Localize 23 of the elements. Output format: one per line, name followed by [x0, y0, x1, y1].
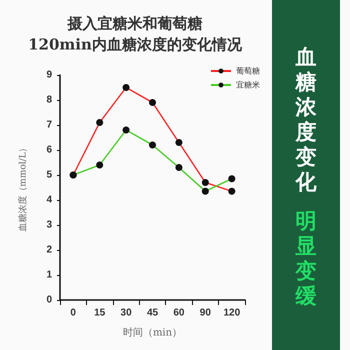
x-tick-label: 15: [94, 308, 106, 318]
x-tick-label: 120: [223, 308, 241, 318]
legend-label: 宜糖米: [236, 80, 260, 90]
x-tick-label: 60: [173, 308, 185, 318]
x-tick-label: 45: [146, 308, 158, 318]
y-tick-label: 4: [46, 194, 52, 206]
y-tick-label: 1: [46, 270, 52, 280]
x-tick-label: 30: [120, 308, 132, 318]
y-tick-label: 9: [46, 70, 52, 80]
y-axis-title: 血糖浓度（mmol/L）: [18, 143, 28, 232]
y-tick-label: 6: [46, 144, 52, 156]
y-tick-label: 8: [46, 94, 52, 106]
x-tick-label: 0: [70, 308, 76, 318]
legend-label: 葡萄糖: [236, 66, 260, 76]
y-tick-label: 5: [46, 170, 52, 180]
x-axis-title: 时间（min）: [122, 326, 182, 338]
side-panel: 血糖浓度变化 明显变缓: [272, 0, 340, 350]
y-tick-label: 3: [46, 220, 52, 230]
chart-title: 摄入宜糖米和葡萄糖 120min内血糖浓度的变化情况: [28, 14, 243, 54]
y-tick-label: 7: [46, 120, 52, 130]
y-tick-label: 2: [46, 244, 52, 256]
x-tick-label: 90: [200, 308, 212, 318]
y-tick-label: 0: [46, 294, 52, 306]
